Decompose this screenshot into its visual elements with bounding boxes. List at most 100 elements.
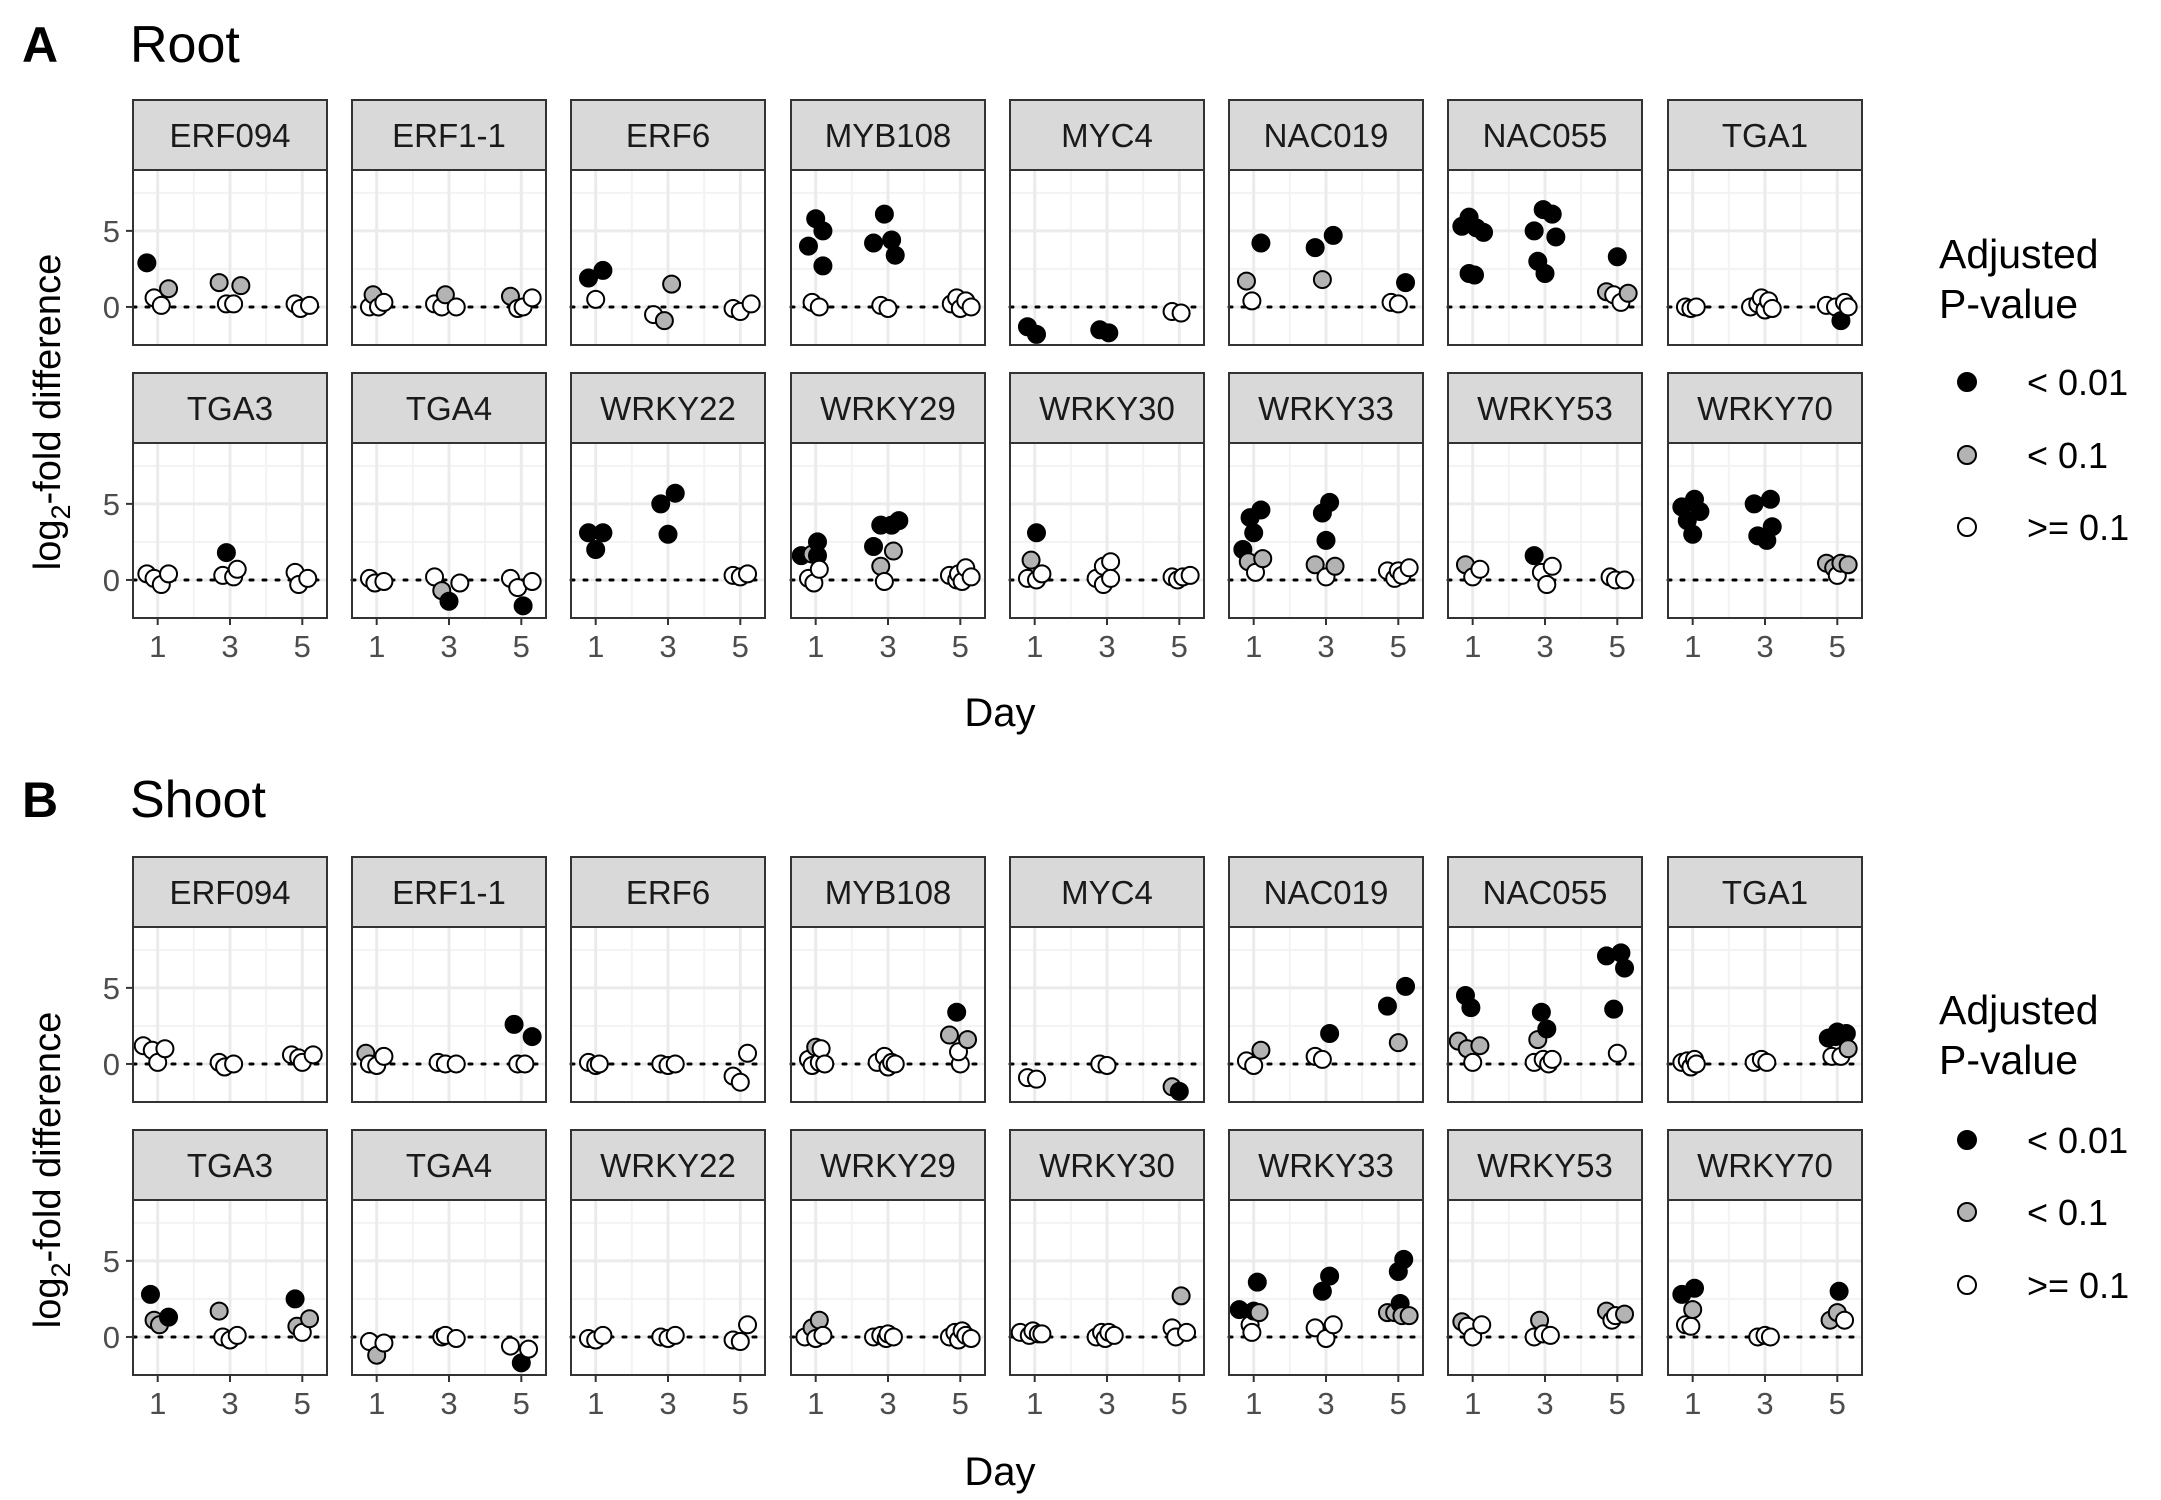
data-point — [885, 245, 905, 265]
x-tick-label: 3 — [659, 1386, 676, 1421]
plot-border — [790, 169, 986, 346]
data-point — [1320, 1266, 1340, 1286]
data-point — [811, 1039, 831, 1059]
facet-strip-label: ERF094 — [169, 117, 290, 154]
legend-key-ge01 — [1957, 1275, 1977, 1295]
x-tick-label: 5 — [1609, 1386, 1626, 1421]
legend-title-line1: Adjusted — [1939, 231, 2099, 277]
data-point — [593, 1325, 613, 1345]
data-point — [300, 1309, 320, 1329]
x-tick-label: 3 — [1317, 629, 1334, 664]
data-point — [1171, 303, 1191, 323]
facet-strip — [1667, 856, 1863, 928]
data-point — [439, 591, 459, 611]
facet-strip — [570, 99, 766, 171]
y-tick-label: 5 — [103, 971, 120, 1006]
data-point — [1757, 1052, 1777, 1072]
data-point — [878, 298, 898, 318]
x-tick-label: 3 — [221, 629, 238, 664]
facet-erf6: ERF6 — [569, 99, 767, 346]
x-tick-label: 1 — [1245, 1386, 1262, 1421]
data-point — [1607, 247, 1627, 267]
plot-border — [1667, 926, 1863, 1103]
panel-letter: B — [22, 772, 58, 828]
facet-strip-label: TGA4 — [406, 1147, 492, 1184]
data-point — [1681, 1316, 1701, 1336]
y-tick-label: 0 — [103, 563, 120, 598]
data-point — [939, 1025, 959, 1045]
y-tick-label: 0 — [103, 290, 120, 325]
legend: Adjusted P-value < 0.01 < 0.1 >= 0.1 — [1939, 231, 2129, 548]
data-point — [738, 1043, 758, 1063]
data-point — [504, 1014, 524, 1034]
plot-border — [351, 926, 547, 1103]
data-point — [883, 1327, 903, 1347]
x-tick-label: 1 — [587, 629, 604, 664]
data-point — [662, 274, 682, 294]
facet-strip — [790, 856, 986, 928]
facet-strip — [1447, 99, 1643, 171]
data-point — [1686, 297, 1706, 317]
facet-tga1: TGA1 — [1666, 856, 1864, 1103]
data-point — [1242, 1322, 1262, 1342]
data-point — [224, 1054, 244, 1074]
data-point — [1236, 271, 1256, 291]
y-tick-label: 0 — [103, 1320, 120, 1355]
facet-strip — [132, 99, 328, 171]
data-point — [578, 268, 598, 288]
x-tick-label: 5 — [294, 629, 311, 664]
x-tick-label: 5 — [1390, 1386, 1407, 1421]
data-point — [1021, 550, 1041, 570]
data-point — [738, 1315, 758, 1335]
data-point — [1032, 564, 1052, 584]
facet-strip-label: ERF1-1 — [392, 117, 506, 154]
facet-strip — [1447, 856, 1643, 928]
data-point — [874, 571, 894, 591]
y-axis-label-main: log — [27, 1278, 69, 1329]
data-point — [593, 260, 613, 280]
data-point — [1312, 1281, 1332, 1301]
data-point — [1171, 1286, 1191, 1306]
facet-strip — [1228, 856, 1424, 928]
plot-border — [1009, 926, 1205, 1103]
data-point — [1615, 570, 1635, 590]
facet-strip — [570, 856, 766, 928]
facet-strip-label: WRKY70 — [1697, 1147, 1833, 1184]
data-point — [1097, 1055, 1117, 1075]
x-tick-label: 1 — [1464, 1386, 1481, 1421]
x-tick-label: 1 — [807, 629, 824, 664]
data-point — [864, 536, 884, 556]
plot-border — [570, 169, 766, 346]
facet-strip — [1447, 1129, 1643, 1201]
facet-strip — [1009, 856, 1205, 928]
data-point — [1099, 323, 1119, 343]
x-tick-label: 1 — [1684, 1386, 1701, 1421]
data-point — [1762, 517, 1782, 537]
facet-wrky30: WRKY30 1 3 5 — [1008, 1129, 1206, 1421]
x-tick-label: 3 — [1098, 629, 1115, 664]
facet-wrky22: WRKY22 1 3 5 — [569, 372, 767, 664]
facet-myb108: MYB108 — [789, 856, 987, 1103]
data-point — [224, 294, 244, 314]
x-tick-label: 5 — [732, 1386, 749, 1421]
facet-strip — [1667, 1129, 1863, 1201]
data-point — [227, 559, 247, 579]
facet-strip — [1009, 1129, 1205, 1201]
data-point — [1686, 1054, 1706, 1074]
x-tick-label: 1 — [1464, 629, 1481, 664]
facet-wrky53: WRKY53 1 3 5 — [1446, 1129, 1644, 1421]
data-point — [1546, 227, 1566, 247]
facet-strip-label: WRKY53 — [1477, 390, 1613, 427]
data-point — [665, 483, 685, 503]
data-point — [658, 524, 678, 544]
x-tick-label: 3 — [440, 629, 457, 664]
data-point — [1683, 524, 1703, 544]
facet-wrky30: WRKY30 1 3 5 — [1008, 372, 1206, 664]
facet-strip — [1447, 372, 1643, 444]
y-axis-label: log2-fold difference — [27, 254, 76, 570]
facet-strip-label: ERF1-1 — [392, 874, 506, 911]
plot-border — [1447, 169, 1643, 346]
facet-strip — [132, 856, 328, 928]
data-point — [1323, 225, 1343, 245]
data-point — [871, 556, 891, 576]
